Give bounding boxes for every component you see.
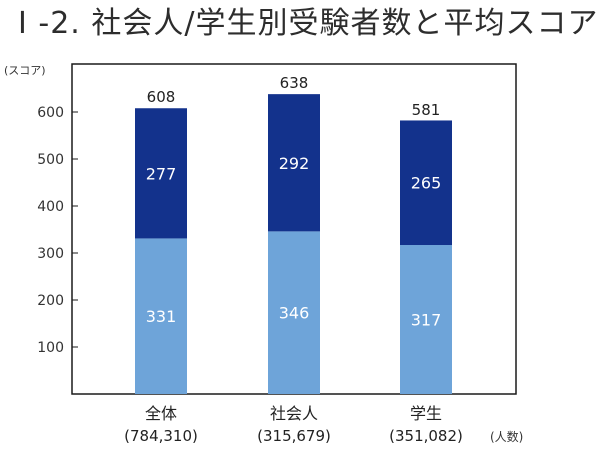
x-category-label: 全体 — [145, 404, 177, 423]
segment-value-label: 317 — [411, 311, 442, 330]
x-unit-label: (人数) — [490, 429, 523, 444]
y-tick-label: 500 — [37, 152, 64, 168]
segment-value-label: 331 — [146, 307, 177, 326]
chart-title: I -2. 社会人/学生別受験者数と平均スコア — [18, 6, 599, 41]
x-category-count-label: (315,679) — [257, 427, 331, 445]
segment-value-label: 292 — [279, 154, 310, 173]
x-category-label: 社会人 — [270, 404, 318, 423]
bar-segment-upper — [268, 94, 320, 232]
y-tick-label: 100 — [37, 340, 64, 356]
bar-segment-lower — [268, 231, 320, 394]
bar-segment-upper — [400, 120, 452, 246]
y-tick-label: 400 — [37, 199, 64, 215]
bar-segment-lower — [135, 238, 187, 394]
x-category-count-label: (351,082) — [389, 427, 463, 445]
y-axis-label: (スコア) — [4, 64, 46, 77]
segment-value-label: 265 — [411, 174, 442, 193]
segment-value-label: 277 — [146, 164, 177, 183]
x-category-label: 学生 — [410, 404, 442, 423]
y-tick-label: 600 — [37, 105, 64, 121]
bar-total-label: 638 — [280, 74, 309, 92]
bar-segment-upper — [135, 108, 187, 239]
y-tick-label: 300 — [37, 246, 64, 262]
bar-total-label: 608 — [147, 88, 176, 106]
x-category-count-label: (784,310) — [124, 427, 198, 445]
bar-total-label: 581 — [412, 101, 441, 119]
segment-value-label: 346 — [279, 304, 310, 323]
y-tick-label: 200 — [37, 293, 64, 309]
bar-segment-lower — [400, 245, 452, 394]
